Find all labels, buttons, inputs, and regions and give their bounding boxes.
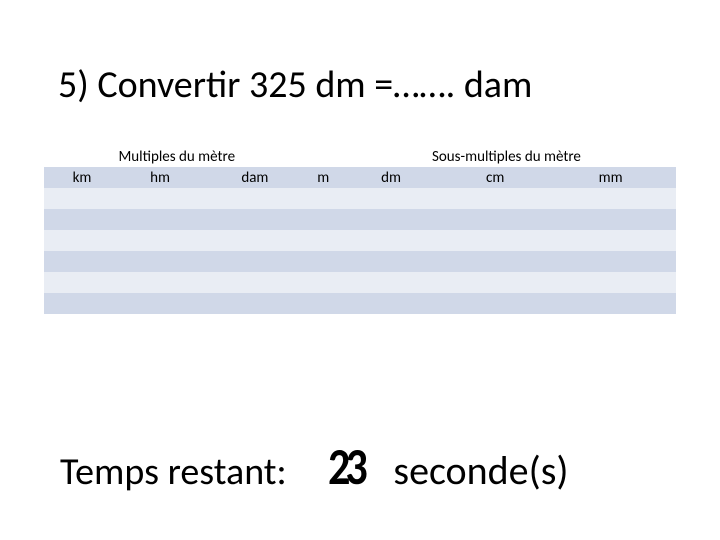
col-m: m [310,167,337,188]
table-row [44,293,676,314]
table-row [44,209,676,230]
table-row [44,230,676,251]
group-base [310,146,337,167]
timer-row: Temps restant: 23 seconde(s) [60,434,680,498]
timer-unit: seconde(s) [393,446,568,495]
timer-count: 23 [328,434,363,498]
col-hm: hm [120,167,200,188]
group-header-row: Multiples du mètre Sous-multiples du mèt… [44,146,676,167]
conversion-table: Multiples du mètre Sous-multiples du mèt… [44,146,676,314]
col-cm: cm [445,167,545,188]
table-row [44,188,676,209]
group-multiples: Multiples du mètre [44,146,310,167]
col-mm: mm [545,167,676,188]
group-submultiples: Sous-multiples du mètre [337,146,676,167]
table-row [44,251,676,272]
timer-label: Temps restant: [60,449,287,495]
table-row [44,272,676,293]
col-dm: dm [337,167,445,188]
col-dam: dam [200,167,309,188]
unit-header-row: km hm dam m dm cm mm [44,167,676,188]
col-km: km [44,167,120,188]
slide-title: 5) Convertir 325 dm =……. dam [58,62,532,108]
